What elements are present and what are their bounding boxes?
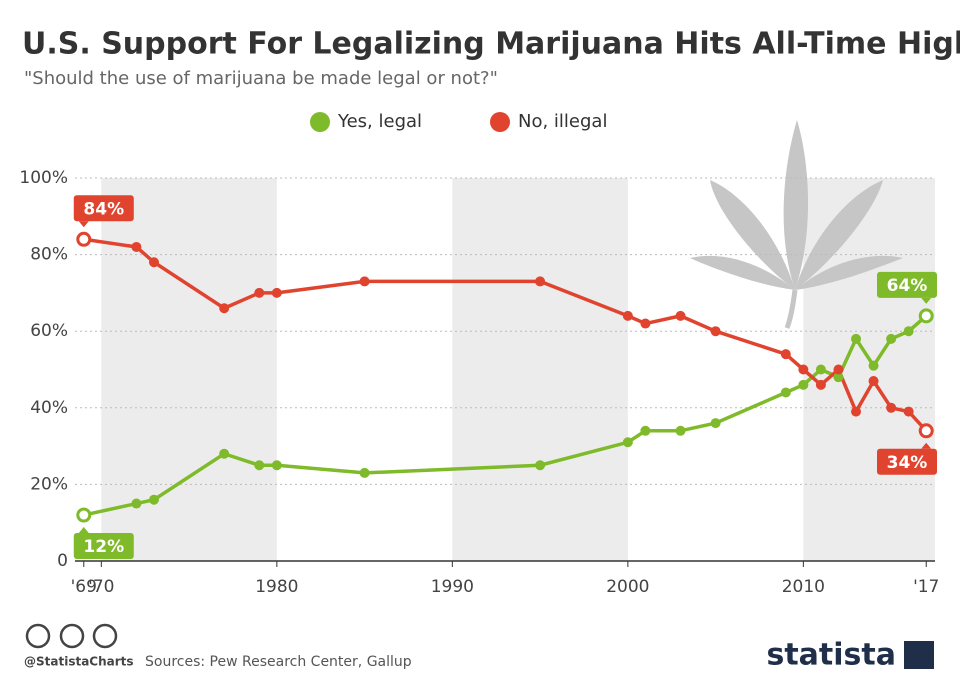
y-tick-label: 100%: [19, 168, 68, 188]
data-point: [798, 364, 809, 375]
data-point: [815, 364, 826, 375]
data-point: [868, 360, 879, 371]
data-point: [254, 460, 265, 471]
y-tick-label: 60%: [30, 321, 68, 341]
data-point: [868, 375, 879, 386]
data-point: [710, 326, 721, 337]
footer-source: Sources: Pew Research Center, Gallup: [145, 654, 412, 670]
data-point: [918, 308, 934, 324]
legend-label: Yes, legal: [337, 111, 422, 132]
x-tick-label: 2000: [606, 577, 649, 597]
background-band: [452, 178, 628, 561]
data-point: [851, 333, 862, 344]
data-point: [903, 326, 914, 337]
background-bands: [101, 178, 935, 561]
legend-marker: [310, 112, 330, 132]
legend-label: No, illegal: [518, 111, 607, 132]
value-label-pointer: [78, 221, 89, 228]
value-label: 64%: [887, 276, 928, 296]
data-point: [76, 231, 92, 247]
value-label-box: [73, 195, 134, 222]
value-label-pointer: [78, 527, 89, 534]
leaf-icon: [690, 120, 903, 329]
data-point: [148, 494, 159, 505]
data-point: [359, 276, 370, 287]
data-point: [271, 460, 282, 471]
footer-brand: statista: [766, 638, 896, 673]
data-point: [815, 379, 826, 390]
brand-logo: [904, 641, 934, 669]
data-point: [219, 448, 230, 459]
data-point: [833, 364, 844, 375]
data-point: [798, 379, 809, 390]
value-label-box: [73, 533, 134, 560]
data-point: [918, 423, 934, 439]
data-point: [780, 387, 791, 398]
data-point: [148, 257, 159, 268]
value-label: 84%: [83, 199, 124, 219]
x-tick-label: '70: [88, 577, 114, 597]
data-point: [640, 318, 651, 329]
legend-marker: [490, 112, 510, 132]
data-point: [903, 406, 914, 417]
value-label-pointer: [921, 442, 932, 449]
chart-title: U.S. Support For Legalizing Marijuana Hi…: [22, 27, 960, 62]
x-tick-label: 1990: [431, 577, 474, 597]
x-tick-label: 1980: [255, 577, 298, 597]
value-label-box: [877, 448, 937, 475]
data-point: [535, 276, 546, 287]
y-tick-label: 20%: [30, 474, 68, 494]
data-point: [640, 425, 651, 436]
data-point: [622, 437, 633, 448]
x-tick-label: '17: [913, 577, 939, 597]
data-point: [851, 406, 862, 417]
data-point: [886, 402, 897, 413]
data-point: [535, 460, 546, 471]
data-point: [675, 425, 686, 436]
data-point: [131, 498, 142, 509]
footer-icons: [25, 623, 118, 649]
data-point: [254, 287, 265, 298]
data-point: [622, 310, 633, 321]
value-label: 34%: [887, 453, 928, 473]
data-point: [710, 418, 721, 429]
value-label-pointer: [921, 297, 932, 304]
x-tick-label: 2010: [782, 577, 825, 597]
data-point: [359, 467, 370, 478]
background-band: [101, 178, 277, 561]
data-point: [780, 349, 791, 360]
y-tick-label: 80%: [30, 245, 68, 265]
data-point: [219, 303, 230, 314]
value-label: 12%: [83, 537, 124, 557]
data-point: [675, 310, 686, 321]
data-point: [833, 372, 844, 383]
value-label-box: [877, 271, 937, 298]
data-point: [131, 241, 142, 252]
y-tick-label: 40%: [30, 398, 68, 418]
footer-handle: @StatistaCharts: [24, 655, 134, 669]
data-point: [886, 333, 897, 344]
y-tick-label: 0: [57, 551, 68, 571]
x-tick-label: '69: [71, 577, 97, 597]
data-point: [76, 507, 92, 523]
data-point: [271, 287, 282, 298]
chart-subtitle: "Should the use of marijuana be made leg…: [24, 68, 498, 89]
